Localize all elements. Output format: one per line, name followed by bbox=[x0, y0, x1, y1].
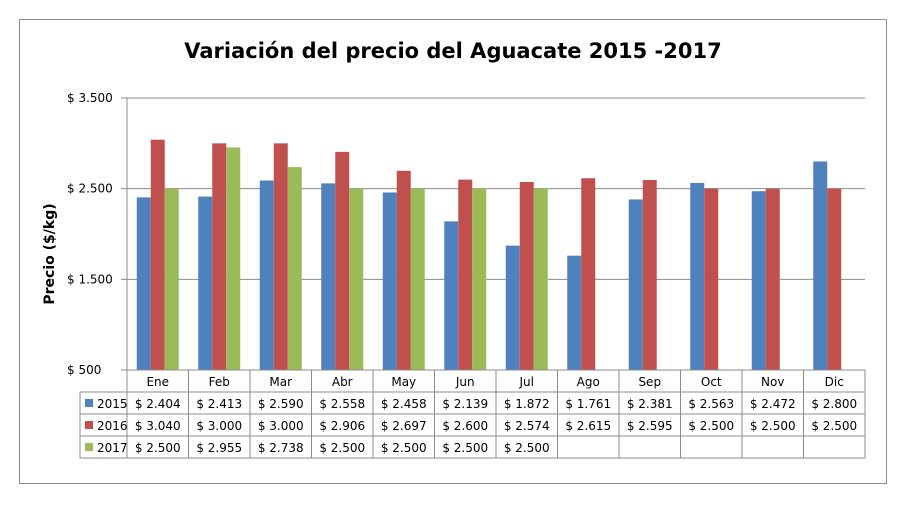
bar-2015-Jul bbox=[505, 245, 520, 370]
legend-swatch-2016 bbox=[85, 421, 93, 429]
bar-2015-Dic bbox=[813, 161, 828, 370]
data-label-2016: $ 2.500 bbox=[688, 419, 734, 433]
data-label-2015: $ 2.413 bbox=[196, 397, 242, 411]
x-tick-label: Mar bbox=[269, 375, 292, 389]
legend-label-2016: 2016 bbox=[97, 419, 128, 433]
x-tick-label: Ago bbox=[577, 375, 600, 389]
data-label-2016: $ 2.615 bbox=[565, 419, 611, 433]
bar-2016-Ago bbox=[581, 178, 596, 370]
data-label-2017: $ 2.500 bbox=[135, 441, 181, 455]
x-tick-label: Feb bbox=[209, 375, 230, 389]
bar-2017-Abr bbox=[349, 188, 364, 370]
bar-2015-Mar bbox=[259, 180, 274, 370]
x-tick-label: Ene bbox=[146, 375, 169, 389]
y-tick-label: $ 3.500 bbox=[67, 91, 113, 105]
data-table: Ene Feb Mar Abr May Jun Jul Ago Sep Oct Nov Dic 2015… bbox=[79, 369, 866, 459]
data-label-2016: $ 2.906 bbox=[319, 419, 365, 433]
bar-2015-Abr bbox=[321, 183, 336, 370]
data-label-2015: $ 2.472 bbox=[750, 397, 796, 411]
data-label-2017: $ 2.500 bbox=[442, 441, 488, 455]
data-label-2015: $ 2.590 bbox=[258, 397, 304, 411]
bar-2017-May bbox=[410, 188, 425, 370]
bar-2016-Oct bbox=[704, 188, 719, 370]
bar-2015-Ago bbox=[567, 255, 582, 370]
data-label-2016: $ 2.574 bbox=[504, 419, 550, 433]
x-tick-label: Oct bbox=[701, 375, 722, 389]
chart-title: Variación del precio del Aguacate 2015 -… bbox=[184, 39, 721, 63]
bar-2015-May bbox=[382, 192, 397, 370]
y-tick-label: $ 1.500 bbox=[67, 272, 113, 286]
data-label-2017: $ 2.738 bbox=[258, 441, 304, 455]
data-label-2017: $ 2.500 bbox=[381, 441, 427, 455]
data-label-2015: $ 2.381 bbox=[627, 397, 673, 411]
bar-2016-Jun bbox=[458, 179, 473, 370]
chart-frame: Variación del precio del Aguacate 2015 -… bbox=[19, 19, 887, 484]
bar-2015-Sep bbox=[628, 199, 643, 370]
y-tick-label: $ 2.500 bbox=[67, 182, 113, 196]
data-label-2017: $ 2.500 bbox=[504, 441, 550, 455]
data-label-2015: $ 2.563 bbox=[688, 397, 734, 411]
data-label-2016: $ 2.697 bbox=[381, 419, 427, 433]
data-label-2016: $ 3.040 bbox=[135, 419, 181, 433]
data-label-2015: $ 1.761 bbox=[565, 397, 611, 411]
bar-2015-Feb bbox=[198, 196, 213, 370]
x-tick-label: Sep bbox=[638, 375, 661, 389]
data-label-2015: $ 2.458 bbox=[381, 397, 427, 411]
bar-2015-Oct bbox=[690, 182, 705, 370]
data-label-2016: $ 3.000 bbox=[258, 419, 304, 433]
bar-2016-Mar bbox=[273, 143, 288, 370]
legend-swatch-2017 bbox=[85, 443, 93, 451]
data-label-2016: $ 3.000 bbox=[196, 419, 242, 433]
legend-label-2017: 2017 bbox=[97, 441, 128, 455]
legend-swatch-2015 bbox=[85, 399, 93, 407]
bar-2016-Ene bbox=[150, 139, 165, 370]
bar-2016-Sep bbox=[642, 180, 657, 370]
bar-2017-Mar bbox=[287, 167, 302, 370]
y-axis-label: Precio ($/kg) bbox=[42, 203, 58, 304]
data-label-2015: $ 2.558 bbox=[319, 397, 365, 411]
bar-2015-Jun bbox=[444, 221, 459, 370]
y-tick-labels: $ 500 $ 1.500 $ 2.500 $ 3.500 bbox=[67, 91, 113, 377]
y-tick-label: $ 500 bbox=[67, 363, 101, 377]
data-label-2016: $ 2.500 bbox=[750, 419, 796, 433]
data-label-2015: $ 1.872 bbox=[504, 397, 550, 411]
bar-2017-Jul bbox=[533, 188, 548, 370]
data-label-2015: $ 2.404 bbox=[135, 397, 181, 411]
chart-svg: Variación del precio del Aguacate 2015 -… bbox=[42, 39, 866, 459]
bar-2016-Dic bbox=[827, 188, 842, 370]
legend-label-2015: 2015 bbox=[97, 397, 128, 411]
bar-2015-Ene bbox=[136, 197, 151, 370]
bar-2015-Nov bbox=[751, 191, 766, 370]
bar-2016-May bbox=[396, 170, 411, 370]
data-label-2016: $ 2.595 bbox=[627, 419, 673, 433]
x-tick-label: Jun bbox=[455, 375, 475, 389]
bar-2017-Feb bbox=[226, 147, 241, 370]
x-tick-label: Dic bbox=[825, 375, 844, 389]
x-tick-label: Nov bbox=[761, 375, 784, 389]
x-tick-label: May bbox=[391, 375, 416, 389]
bar-2016-Abr bbox=[335, 151, 350, 370]
data-label-2015: $ 2.139 bbox=[442, 397, 488, 411]
bars bbox=[136, 139, 842, 370]
data-label-2017: $ 2.500 bbox=[319, 441, 365, 455]
bar-2016-Nov bbox=[765, 188, 780, 370]
bar-2016-Feb bbox=[212, 143, 227, 370]
data-label-2016: $ 2.600 bbox=[442, 419, 488, 433]
bar-2017-Ene bbox=[164, 188, 179, 370]
x-tick-label: Jul bbox=[519, 375, 534, 389]
data-label-2017: $ 2.955 bbox=[196, 441, 242, 455]
data-label-2016: $ 2.500 bbox=[811, 419, 857, 433]
x-tick-label: Abr bbox=[332, 375, 353, 389]
bar-2017-Jun bbox=[472, 188, 487, 370]
data-label-2015: $ 2.800 bbox=[811, 397, 857, 411]
bar-2016-Jul bbox=[519, 181, 534, 370]
